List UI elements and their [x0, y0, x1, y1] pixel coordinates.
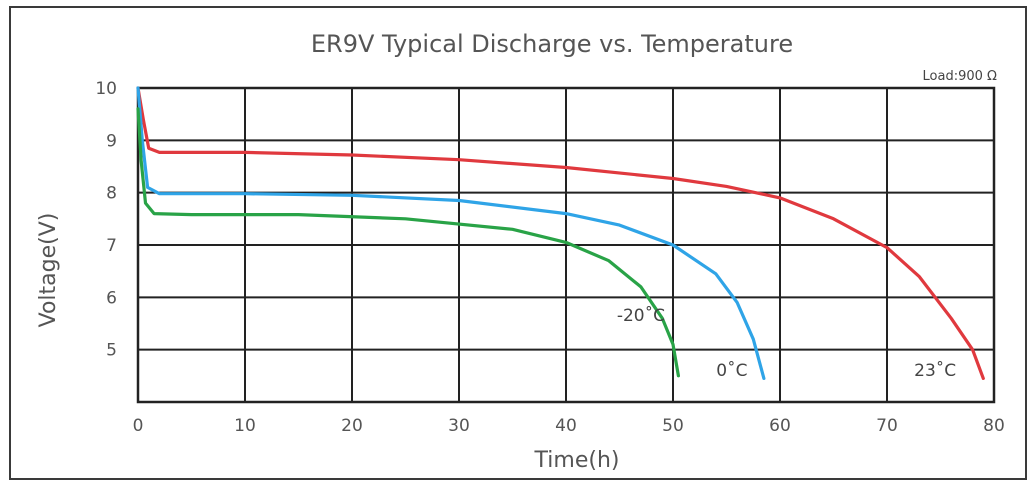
y-tick-label: 5: [106, 341, 117, 361]
chart-frame: ER9V Typical Discharge vs. Temperature L…: [9, 6, 1027, 480]
series-lines: [136, 86, 985, 380]
x-tick-label: 30: [448, 416, 470, 436]
x-tick-label: 40: [555, 416, 577, 436]
y-tick-label: 7: [106, 236, 117, 256]
x-tick-label: 50: [662, 416, 684, 436]
y-tick-label: 8: [106, 184, 117, 204]
tick-labels: 0 10 20 30 40 50 60 70 80 5 6 7 8 9 10: [95, 79, 1004, 436]
x-tick-label: 20: [341, 416, 363, 436]
series-line: [136, 86, 766, 380]
x-tick-label: 0: [133, 416, 144, 436]
series-annotation: 0˚C: [716, 360, 747, 381]
y-axis-label: Voltage(V): [36, 213, 61, 328]
x-tick-label: 70: [876, 416, 898, 436]
load-label: Load:900 Ω: [923, 69, 998, 84]
x-tick-label: 60: [769, 416, 791, 436]
discharge-chart: ER9V Typical Discharge vs. Temperature L…: [36, 30, 1005, 473]
series-line: [136, 86, 985, 380]
series-line: [136, 107, 680, 378]
series-annotation: 23˚C: [914, 360, 956, 381]
series-annotation: -20˚C: [617, 305, 665, 326]
y-tick-label: 9: [106, 131, 117, 151]
chart-title: ER9V Typical Discharge vs. Temperature: [311, 30, 793, 58]
series-annotations: -20˚C 0˚C 23˚C: [617, 305, 956, 381]
x-axis-label: Time(h): [534, 448, 620, 473]
x-tick-label: 10: [234, 416, 256, 436]
y-tick-label: 6: [106, 288, 117, 308]
x-tick-label: 80: [983, 416, 1005, 436]
y-tick-label: 10: [95, 79, 117, 99]
grid: [136, 86, 996, 404]
